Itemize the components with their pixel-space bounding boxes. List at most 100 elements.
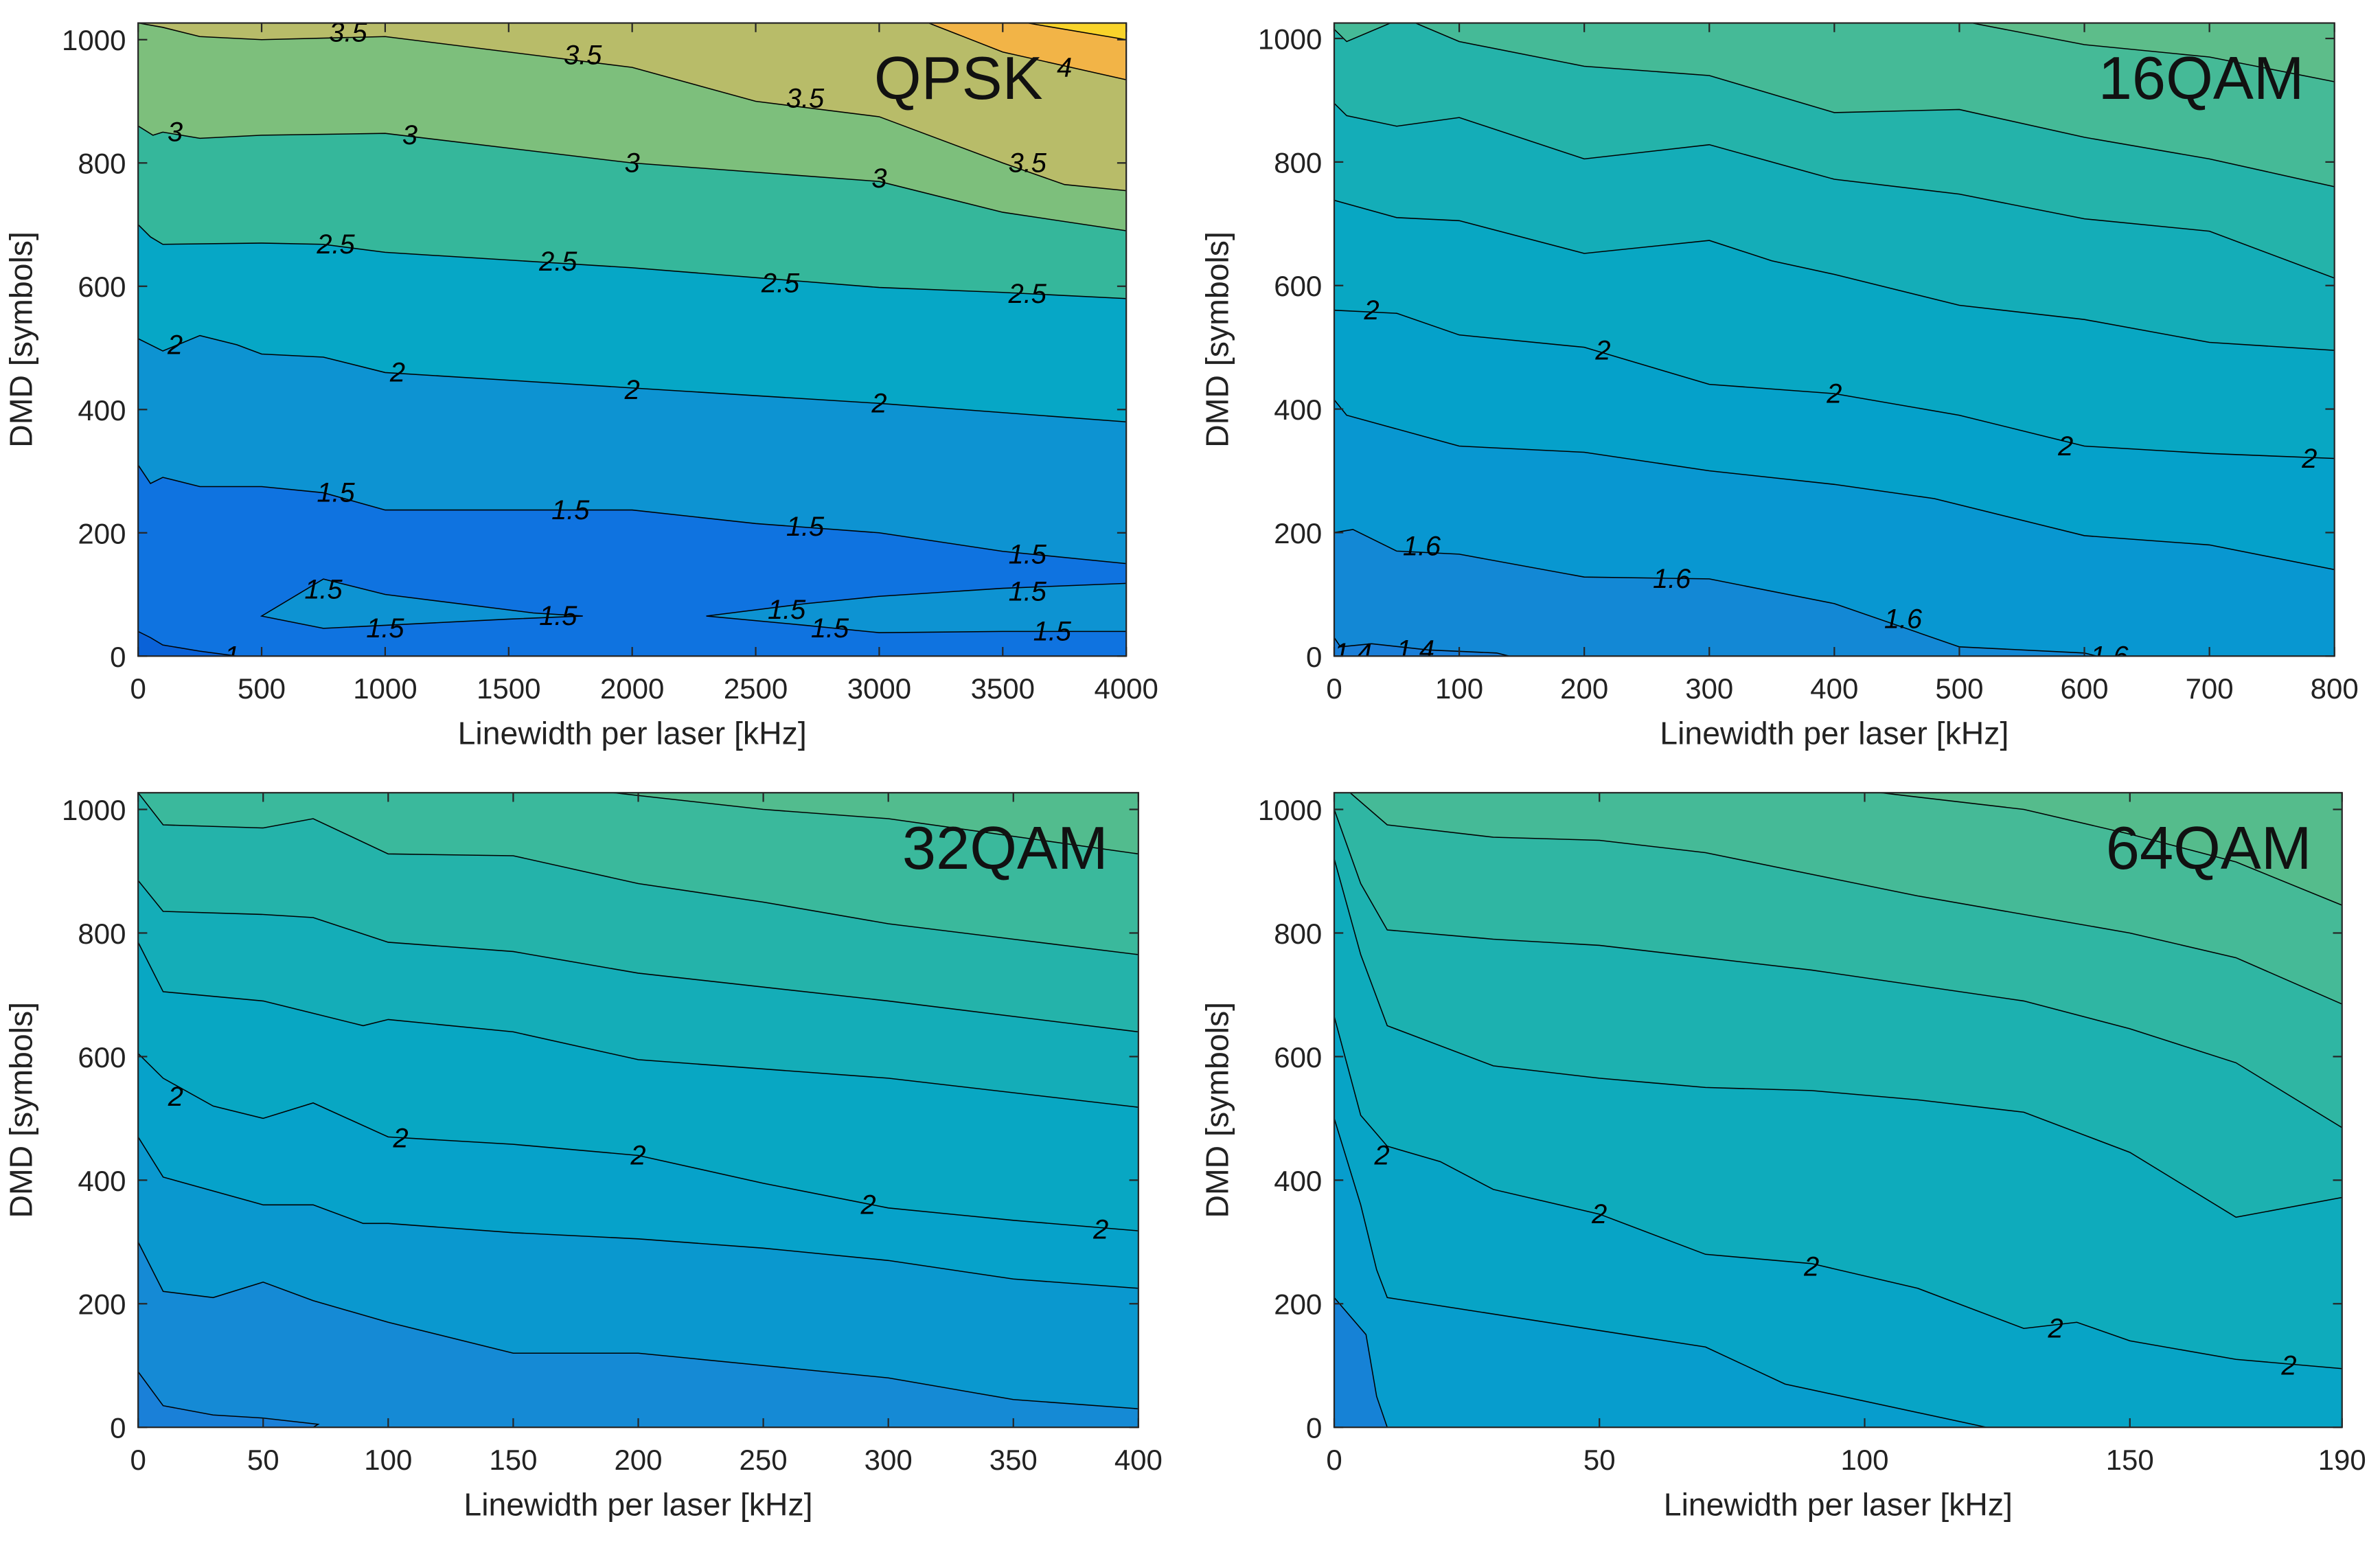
contour-label: 1.4 <box>1397 635 1434 666</box>
contour-label: 1.5 <box>1009 576 1047 606</box>
contour-label: 1.6 <box>1884 604 1923 635</box>
contour-label: 2 <box>2048 1314 2063 1344</box>
contour-line-3.5 <box>138 23 1127 192</box>
contour-line-2 <box>1334 309 2335 459</box>
contour-label: 3.5 <box>329 17 367 47</box>
contour-line-2 <box>138 334 1127 423</box>
contour-label: 3 <box>168 117 183 148</box>
contour-line-4.5 <box>1027 23 1127 41</box>
contour-label: 1.6 <box>1653 564 1691 594</box>
contour-band-1.4 <box>1334 637 1509 657</box>
x-tick-label: 3000 <box>847 672 911 705</box>
contour-label: 1.5 <box>551 495 590 525</box>
y-tick-label: 0 <box>110 641 126 673</box>
y-axis-label: DMD [symbols] <box>1199 231 1235 448</box>
x-tick-label: 250 <box>740 1444 788 1476</box>
plot-area: 2 2 2 2 2 <box>1334 793 2342 1428</box>
x-tick-label: 500 <box>238 672 286 705</box>
contour-label: 3 <box>871 163 886 194</box>
x-tick-label: 50 <box>1583 1444 1616 1476</box>
contour-label: 3 <box>402 120 417 150</box>
y-tick-label: 600 <box>1274 1041 1322 1073</box>
contour-line-4 <box>928 23 1127 80</box>
contour-label: 1.5 <box>768 595 806 625</box>
contour-line-2.2 <box>1334 199 2335 351</box>
x-tick-label: 150 <box>2106 1444 2154 1476</box>
x-tick-label: 100 <box>364 1444 412 1476</box>
panel-16qam: 2 2 2 2 2 1.6 1.6 1.6 1.6 1.4 1.4 0 100 200 300 400 500 6… <box>1199 22 2359 751</box>
contour-band-1.6 <box>1334 1297 1388 1428</box>
contour-label: 1.5 <box>811 613 849 644</box>
contour-label: 1.6 <box>1403 531 1441 561</box>
contour-label: 2 <box>1364 295 1380 326</box>
contour-line-1.6 <box>1334 529 2097 657</box>
contour-label: 3 <box>625 148 640 179</box>
y-tick-label: 200 <box>1274 517 1322 549</box>
contour-label: 2 <box>624 375 640 405</box>
x-tick-label: 350 <box>989 1444 1038 1476</box>
panel-title: 64QAM <box>2106 814 2312 882</box>
y-tick-label: 0 <box>1306 641 1322 673</box>
y-tick-label: 200 <box>78 517 126 549</box>
x-tick-label: 500 <box>1935 672 1983 705</box>
plot-area: 2 2 2 2 2 1.6 1.6 1.6 1.6 1.4 1.4 <box>1334 23 2335 672</box>
x-tick-label: 300 <box>1685 672 1733 705</box>
contour-label: 1.6 <box>2090 641 2129 672</box>
panel-title: 16QAM <box>2098 44 2304 112</box>
contour-label: 2 <box>871 389 886 419</box>
contour-label: 2 <box>392 1123 408 1153</box>
y-tick-label: 800 <box>1274 146 1322 179</box>
contour-line-2.8 <box>1880 793 2342 906</box>
y-tick-label: 1000 <box>62 794 126 826</box>
contour-label: 3.5 <box>564 40 602 70</box>
x-tick-label: 3500 <box>971 672 1035 705</box>
contour-label: 2 <box>168 1082 183 1112</box>
y-tick-label: 200 <box>1274 1288 1322 1321</box>
contour-line-1.6 <box>138 1241 1138 1409</box>
panel-32qam: 2 2 2 2 2 0 50 100 150 200 250 300 350 400 0 200 400 600 8… <box>3 792 1163 1522</box>
x-tick-label: 400 <box>1810 672 1858 705</box>
y-axis-label: DMD [symbols] <box>3 231 38 448</box>
x-tick-label: 100 <box>1840 1444 1888 1476</box>
contour-label: 1.5 <box>1033 617 1072 647</box>
y-tick-label: 0 <box>110 1412 126 1444</box>
y-tick-label: 200 <box>78 1288 126 1321</box>
y-axis-label: DMD [symbols] <box>1199 1002 1235 1218</box>
plot-area: 2 2 2 2 2 <box>138 793 1138 1428</box>
contour-band-1 <box>138 631 238 657</box>
x-tick-label: 200 <box>1560 672 1608 705</box>
x-tick-label: 190 <box>2318 1444 2366 1476</box>
contour-label: 2 <box>1591 1199 1607 1229</box>
contour-line-2.4 <box>138 880 1138 1033</box>
contour-line-2 <box>138 1053 1138 1231</box>
contour-label: 2 <box>630 1141 645 1171</box>
x-tick-label: 200 <box>614 1444 662 1476</box>
x-axis-label: Linewidth per laser [kHz] <box>464 1486 812 1522</box>
contour-label: 2 <box>1594 335 1610 365</box>
contour-label: 2 <box>2301 444 2317 474</box>
x-tick-label: 150 <box>489 1444 537 1476</box>
contour-line-1.4 <box>138 1371 320 1428</box>
y-tick-label: 1000 <box>1258 794 1322 826</box>
contour-label: 1.5 <box>304 575 343 605</box>
x-tick-label: 300 <box>865 1444 913 1476</box>
contour-label: 2 <box>1826 378 1842 409</box>
contour-label: 2 <box>2057 431 2073 462</box>
contour-label: 1.5 <box>1009 539 1047 569</box>
contour-band-1.8 <box>1334 1118 1987 1428</box>
x-axis-label: Linewidth per laser [kHz] <box>1660 716 2009 751</box>
contour-line-1.4 <box>1334 637 1510 657</box>
contour-label: 2 <box>1803 1252 1819 1282</box>
contour-label: 1.5 <box>539 601 577 631</box>
y-tick-label: 400 <box>78 394 126 427</box>
contour-line-2.4 <box>1334 809 2342 1128</box>
contour-label: 2 <box>1092 1215 1108 1245</box>
contour-label: 2 <box>860 1190 876 1220</box>
x-tick-label: 1000 <box>353 672 417 705</box>
contour-label: 2.5 <box>538 247 577 277</box>
y-tick-label: 400 <box>78 1165 126 1197</box>
contour-label: 3.5 <box>786 83 825 113</box>
